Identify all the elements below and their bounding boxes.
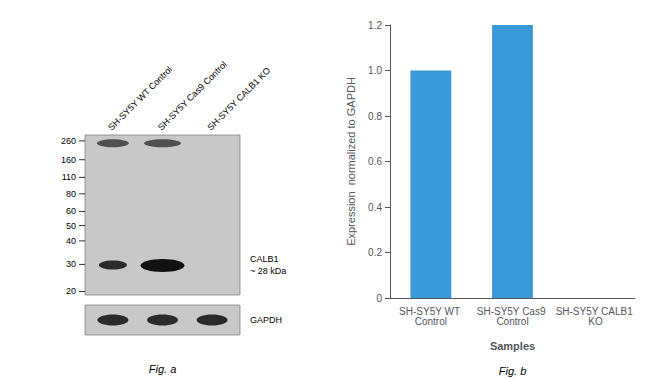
svg-text:Control: Control (415, 316, 447, 327)
svg-text:Samples: Samples (490, 340, 535, 352)
svg-text:0.6: 0.6 (368, 156, 382, 167)
svg-text:0: 0 (376, 293, 382, 304)
svg-text:0.2: 0.2 (368, 247, 382, 258)
svg-text:110: 110 (62, 172, 76, 182)
svg-text:1.0: 1.0 (368, 65, 382, 76)
svg-text:0.4: 0.4 (368, 202, 382, 213)
svg-text:Control: Control (496, 316, 528, 327)
svg-text:SH-SY5Y CALB1 KO: SH-SY5Y CALB1 KO (205, 65, 272, 132)
svg-text:1.2: 1.2 (368, 20, 382, 31)
svg-text:SH-SY5Y WT Control: SH-SY5Y WT Control (106, 64, 175, 133)
svg-text:30: 30 (66, 259, 76, 269)
svg-text:SH-SY5Y Cas9 Control: SH-SY5Y Cas9 Control (155, 59, 229, 133)
svg-text:Fig. b: Fig. b (499, 365, 527, 377)
svg-text:SH-SY5Y CALB1: SH-SY5Y CALB1 (555, 305, 633, 317)
svg-text:260: 260 (61, 136, 76, 146)
svg-text:Fig. a: Fig. a (149, 363, 177, 375)
svg-text:60: 60 (66, 206, 76, 216)
svg-text:CALB1: CALB1 (250, 254, 279, 264)
svg-text:~ 28 kDa: ~ 28 kDa (250, 266, 286, 276)
svg-text:160: 160 (61, 155, 76, 165)
svg-text:80: 80 (66, 189, 76, 199)
svg-text:20: 20 (66, 286, 76, 296)
svg-text:Expression normalized to GAPD: Expression normalized to GAPDH (345, 77, 357, 246)
svg-text:GAPDH: GAPDH (250, 315, 282, 325)
svg-text:SH-SY5Y Cas9: SH-SY5Y Cas9 (476, 305, 549, 317)
svg-text:0.8: 0.8 (368, 111, 382, 122)
svg-text:40: 40 (66, 236, 76, 246)
svg-text:SH-SY5Y WT: SH-SY5Y WT (399, 305, 463, 317)
svg-text:KO: KO (586, 316, 603, 327)
svg-text:50: 50 (66, 221, 76, 231)
